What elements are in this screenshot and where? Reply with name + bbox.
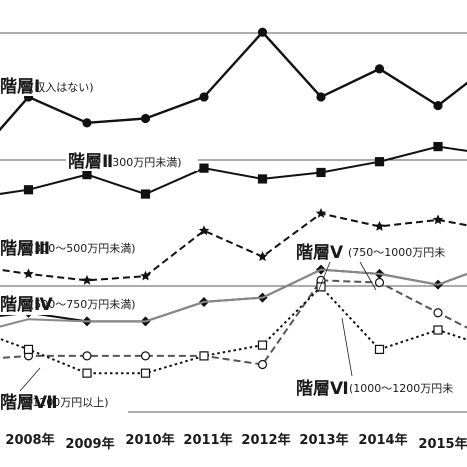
data-point [316,167,326,178]
series-label-s6: 階層Ⅵ [296,379,349,399]
series-line-1 [0,30,467,132]
series-note-s6: (1000〜1200万円未 [349,382,453,395]
label-pointers [19,261,377,392]
series-note-s2: (300万円未満) [108,156,182,169]
data-point [374,277,385,288]
label-bg-s5 [294,240,467,262]
data-point [140,189,151,199]
series-label-s5: 階層Ⅴ [296,243,344,263]
data-point [433,141,443,152]
series-5 [0,268,467,328]
x-tick-label: 2010年 [125,432,174,448]
data-point [199,92,209,102]
series-1 [0,27,467,132]
data-point [316,282,326,292]
data-point [433,325,443,335]
data-point [81,274,93,285]
x-axis-ticks: 2008年 2009年 2010年 2011年 2012年 2013年 2014… [5,432,467,452]
data-point [199,351,209,361]
series-label-s1: 階層Ⅰ [0,77,40,97]
data-point [82,351,92,361]
series-labels: 階層Ⅰ (収入はない) 階層Ⅱ (300万円未満) 階層Ⅲ (300〜500万円… [0,74,467,413]
series-note-s4: (500〜750万円未満) [30,298,136,311]
series-3 [0,208,467,285]
series-line-5 [0,268,467,328]
series-line-2 [0,145,467,196]
label-bg-s3 [0,237,162,259]
series-note-s5: (750〜1000万円未 [348,246,445,259]
data-point [140,368,151,378]
series-label-s4: 階層Ⅳ [0,295,53,315]
series-6 [0,275,467,370]
pointer-s7 [19,367,41,392]
data-point [140,270,151,281]
x-tick-label: 2013年 [299,432,348,448]
series-label-s7: 階層Ⅶ [0,393,58,413]
data-point [257,251,268,262]
data-point [433,308,443,318]
x-tick-label: 2014年 [358,432,407,448]
x-tick-label: 2008年 [5,432,54,448]
data-point [433,100,443,111]
pointer-s6 [341,317,353,377]
label-bg-s7 [0,391,128,413]
x-tick-label: 2009年 [65,436,114,452]
pointer-s5 [317,261,331,293]
data-point [257,27,268,37]
data-point [140,113,151,124]
data-point [374,64,385,74]
data-point [140,351,151,361]
data-point [82,368,92,378]
data-point [374,220,385,231]
series-note-s3: (300〜500万円未満) [30,242,136,255]
series-line-3 [0,212,467,282]
data-point [257,174,268,184]
pointer-s5b [359,261,377,291]
label-bg-s2 [66,149,198,171]
data-point [198,225,210,236]
data-point [315,208,327,218]
series-2 [0,141,467,199]
x-tick-label: 2012年 [241,432,290,448]
series-note-s1: (収入はない) [30,81,94,94]
series-line-7 [0,285,467,375]
series-note-s7: (1200万円以上) [28,396,109,409]
data-point [199,163,209,173]
label-bg-s4 [0,293,162,315]
series-layer [0,27,467,378]
data-point [374,344,385,355]
label-bg-s6 [294,376,467,398]
series-7 [0,282,467,378]
data-point [316,92,326,102]
data-point [23,344,34,355]
x-tick-label: 2011年 [183,432,232,448]
series-label-s2: 階層Ⅱ [68,152,113,172]
x-tick-label: 2015年 [418,436,467,452]
data-point [257,359,268,370]
data-point [257,340,268,350]
label-bg-s1 [0,74,108,96]
data-point [432,214,444,225]
series-line-6 [0,279,467,366]
data-point [23,185,34,195]
data-point [374,157,385,167]
data-point [23,268,34,279]
data-point [82,118,92,128]
series-label-s3: 階層Ⅲ [0,239,50,259]
